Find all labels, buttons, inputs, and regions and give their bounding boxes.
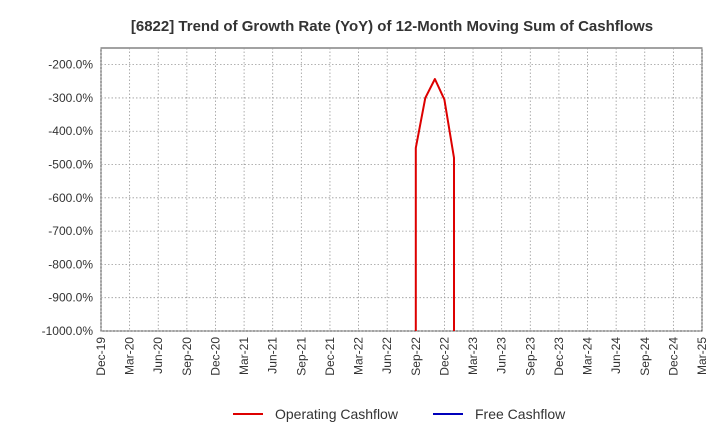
x-tick-label: Mar-25: [695, 337, 709, 375]
series-line-operating-cashflow: [414, 78, 455, 331]
x-tick-label: Sep-23: [523, 337, 537, 376]
x-tick-label: Mar-20: [123, 337, 137, 375]
y-tick-label: -900.0%: [48, 291, 93, 305]
x-tick-label: Sep-22: [409, 337, 423, 376]
plot-area: [100, 47, 703, 332]
x-tick-label: Dec-20: [208, 337, 222, 376]
y-tick-label: -1000.0%: [42, 324, 94, 338]
x-tick-label: Jun-22: [380, 337, 394, 374]
x-tick-label: Mar-23: [466, 337, 480, 375]
x-tick-label: Mar-22: [352, 337, 366, 375]
x-tick-label: Sep-24: [638, 337, 652, 376]
chart-title: [6822] Trend of Growth Rate (YoY) of 12-…: [131, 18, 653, 35]
legend-label-operating-cashflow: Operating Cashflow: [275, 406, 399, 422]
x-tick-label: Dec-24: [666, 337, 680, 376]
x-tick-label: Sep-21: [294, 337, 308, 376]
series-layer: [414, 78, 455, 331]
y-tick-label: -600.0%: [48, 191, 93, 205]
y-tick-label: -700.0%: [48, 224, 93, 238]
x-tick-label: Mar-21: [237, 337, 251, 375]
y-tick-label: -200.0%: [48, 58, 93, 72]
x-tick-label: Dec-22: [437, 337, 451, 376]
y-tick-label: -400.0%: [48, 124, 93, 138]
x-tick-label: Sep-20: [180, 337, 194, 376]
x-tick-label: Jun-21: [266, 337, 280, 374]
x-tick-label: Mar-24: [581, 337, 595, 375]
y-tick-label: -500.0%: [48, 158, 93, 172]
grid: [100, 48, 703, 332]
y-axis: -200.0% -300.0% -400.0% -500.0% -600.0% -700.…: [42, 58, 94, 338]
x-tick-label: Jun-20: [151, 337, 165, 374]
x-tick-label: Dec-21: [323, 337, 337, 376]
y-tick-label: -800.0%: [48, 257, 93, 271]
plot-background: [101, 48, 702, 331]
x-axis: Dec-19 Mar-20 Jun-20 Sep-20 Dec-20 Mar-21 Jun-…: [94, 337, 709, 376]
legend: Operating Cashflow Free Cashflow: [233, 406, 566, 422]
x-tick-label: Dec-19: [94, 337, 108, 376]
y-tick-label: -300.0%: [48, 91, 93, 105]
x-tick-label: Dec-23: [552, 337, 566, 376]
x-tick-label: Jun-24: [609, 337, 623, 374]
x-tick-label: Jun-23: [495, 337, 509, 374]
legend-label-free-cashflow: Free Cashflow: [475, 406, 566, 422]
